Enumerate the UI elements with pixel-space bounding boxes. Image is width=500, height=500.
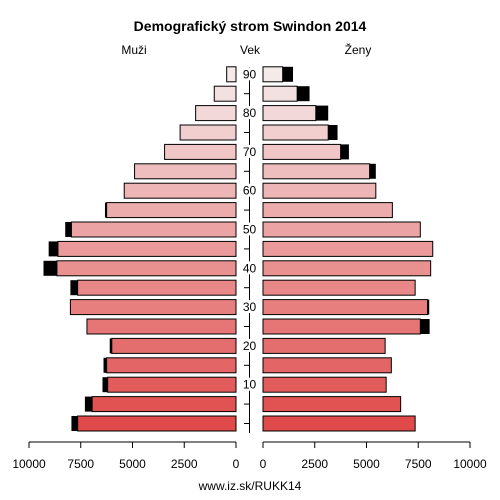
age-tick-label-box-60 <box>238 183 261 197</box>
female-x-tick-label-7500: 7500 <box>405 457 432 471</box>
age-tick-label-box-90 <box>238 67 261 81</box>
bar-male-0-4 <box>77 415 237 432</box>
bar-male-55-59 <box>106 202 237 219</box>
footer-source: www.iz.sk/RUKK14 <box>198 479 302 493</box>
female-x-tick-label-0: 0 <box>260 457 267 471</box>
bar-female-excess-65-69 <box>369 163 376 179</box>
bar-male-excess-10-14 <box>102 377 108 393</box>
bar-female-excess-30-34 <box>427 299 430 315</box>
age-tick-label-box-80 <box>238 106 261 120</box>
bar-male-excess-55-59 <box>104 202 107 218</box>
bar-male-excess-40-44 <box>43 260 57 276</box>
bar-male-50-54 <box>70 221 237 238</box>
bar-male-excess-45-49 <box>48 241 58 257</box>
bar-female-35-39 <box>262 279 416 296</box>
bar-male-excess-15-19 <box>103 357 107 373</box>
bar-female-15-19 <box>262 357 392 374</box>
bars-group <box>43 66 434 432</box>
bar-male-5-9 <box>91 396 237 413</box>
bar-male-45-49 <box>57 240 237 257</box>
bar-male-excess-35-39 <box>70 280 78 296</box>
bar-male-excess-5-9 <box>84 396 93 412</box>
bar-female-excess-75-79 <box>328 125 338 140</box>
age-label: Vek <box>240 43 261 57</box>
chart-title: Demografický strom Swindon 2014 <box>134 18 367 34</box>
male-x-tick-label-10000: 10000 <box>12 457 46 471</box>
bar-male-60-64 <box>123 182 237 199</box>
bar-male-10-14 <box>107 376 237 393</box>
bar-female-60-64 <box>262 182 377 199</box>
age-tick-label-box-50 <box>238 222 261 236</box>
bar-female-80-84 <box>262 105 317 122</box>
male-label: Muži <box>121 43 146 57</box>
bar-female-55-59 <box>262 202 393 219</box>
bar-male-excess-0-4 <box>71 416 78 431</box>
age-tick-label-box-10 <box>238 377 261 391</box>
age-tick-label-90: 90 <box>243 67 257 81</box>
female-x-tick-label-2500: 2500 <box>301 457 328 471</box>
bar-male-15-19 <box>106 357 237 374</box>
bar-female-excess-90+ <box>282 66 294 82</box>
bar-female-70-74 <box>262 143 342 160</box>
age-tick-label-box-30 <box>238 300 261 314</box>
bar-female-45-49 <box>262 240 434 257</box>
bar-female-50-54 <box>262 221 421 238</box>
age-tick-label-60: 60 <box>243 184 257 198</box>
age-tick-label-80: 80 <box>243 106 257 120</box>
bar-male-80-84 <box>195 105 237 122</box>
bar-male-90+ <box>226 66 237 83</box>
bar-female-30-34 <box>262 299 429 316</box>
age-tick-label-box-20 <box>238 338 261 352</box>
bar-female-0-4 <box>262 415 416 432</box>
age-tick-label-30: 30 <box>243 300 257 314</box>
bar-male-35-39 <box>77 279 237 296</box>
male-x-tick-label-7500: 7500 <box>67 457 94 471</box>
bar-female-excess-25-29 <box>420 319 430 334</box>
bar-female-excess-70-74 <box>340 144 349 160</box>
bar-female-5-9 <box>262 396 402 413</box>
bar-female-75-79 <box>262 124 329 141</box>
bar-male-85-89 <box>213 85 237 102</box>
bar-female-65-69 <box>262 163 371 180</box>
bar-male-25-29 <box>86 318 237 335</box>
bar-female-excess-85-89 <box>297 86 310 102</box>
age-tick-label-50: 50 <box>243 223 257 237</box>
bar-male-excess-20-24 <box>109 338 112 354</box>
age-tick-label-10: 10 <box>243 378 257 392</box>
bar-male-20-24 <box>111 337 237 354</box>
male-x-tick-label-0: 0 <box>233 457 240 471</box>
bar-male-30-34 <box>69 299 237 316</box>
age-tick-label-box-70 <box>238 144 261 158</box>
age-tick-label-40: 40 <box>243 261 257 275</box>
age-tick-label-box-40 <box>238 261 261 275</box>
bar-male-excess-50-54 <box>65 222 72 237</box>
bar-female-25-29 <box>262 318 421 335</box>
female-x-tick-label-10000: 10000 <box>453 457 487 471</box>
bar-male-70-74 <box>164 143 237 160</box>
age-tick-label-20: 20 <box>243 339 257 353</box>
bar-female-10-14 <box>262 376 387 393</box>
bar-female-40-44 <box>262 260 432 277</box>
bar-female-90+ <box>262 66 284 83</box>
bar-female-20-24 <box>262 337 386 354</box>
male-x-tick-label-2500: 2500 <box>171 457 198 471</box>
age-tick-label-70: 70 <box>243 145 257 159</box>
bar-male-40-44 <box>56 260 237 277</box>
male-x-tick-label-5000: 5000 <box>119 457 146 471</box>
female-label: Ženy <box>345 42 372 57</box>
axes-group: 10 20 30 40 50 60 70 80 90 10000 7500 5000 2500 0 0 250… <box>12 67 487 471</box>
female-x-tick-label-5000: 5000 <box>353 457 380 471</box>
bar-female-excess-80-84 <box>315 105 329 121</box>
bar-male-75-79 <box>179 124 237 141</box>
bar-female-85-89 <box>262 85 298 102</box>
bar-male-65-69 <box>134 163 237 180</box>
